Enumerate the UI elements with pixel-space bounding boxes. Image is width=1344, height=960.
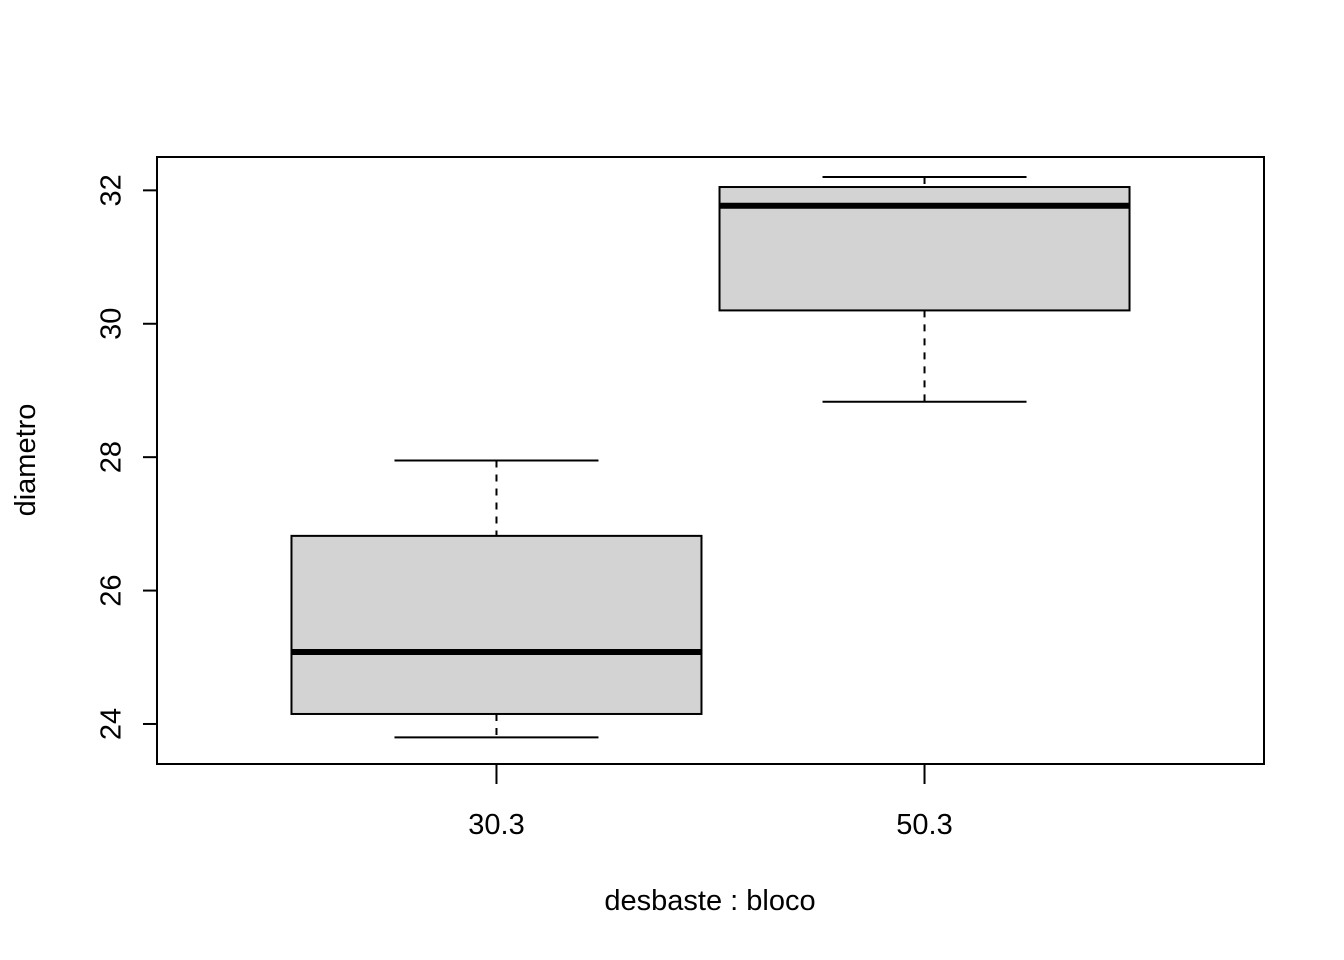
- box-50.3: [718, 176, 1131, 403]
- iqr-box: [290, 534, 703, 715]
- y-axis: 24 26 28 30 32: [96, 174, 157, 740]
- y-tick-label: 28: [96, 441, 128, 473]
- x-tick-label: 30.3: [468, 809, 524, 841]
- y-tick-label: 30: [96, 308, 128, 340]
- y-tick-label: 26: [96, 574, 128, 606]
- x-tick-label: 50.3: [896, 809, 952, 841]
- plot-frame: [156, 156, 1265, 765]
- box-30.3: [290, 459, 703, 739]
- x-axis-title: desbaste : bloco: [604, 885, 815, 917]
- boxes-layer: [290, 176, 1131, 739]
- x-axis: 30.3 50.3: [468, 764, 953, 841]
- y-tick-label: 32: [96, 174, 128, 206]
- y-tick-label: 24: [96, 708, 128, 740]
- y-axis-title: diametro: [10, 404, 42, 517]
